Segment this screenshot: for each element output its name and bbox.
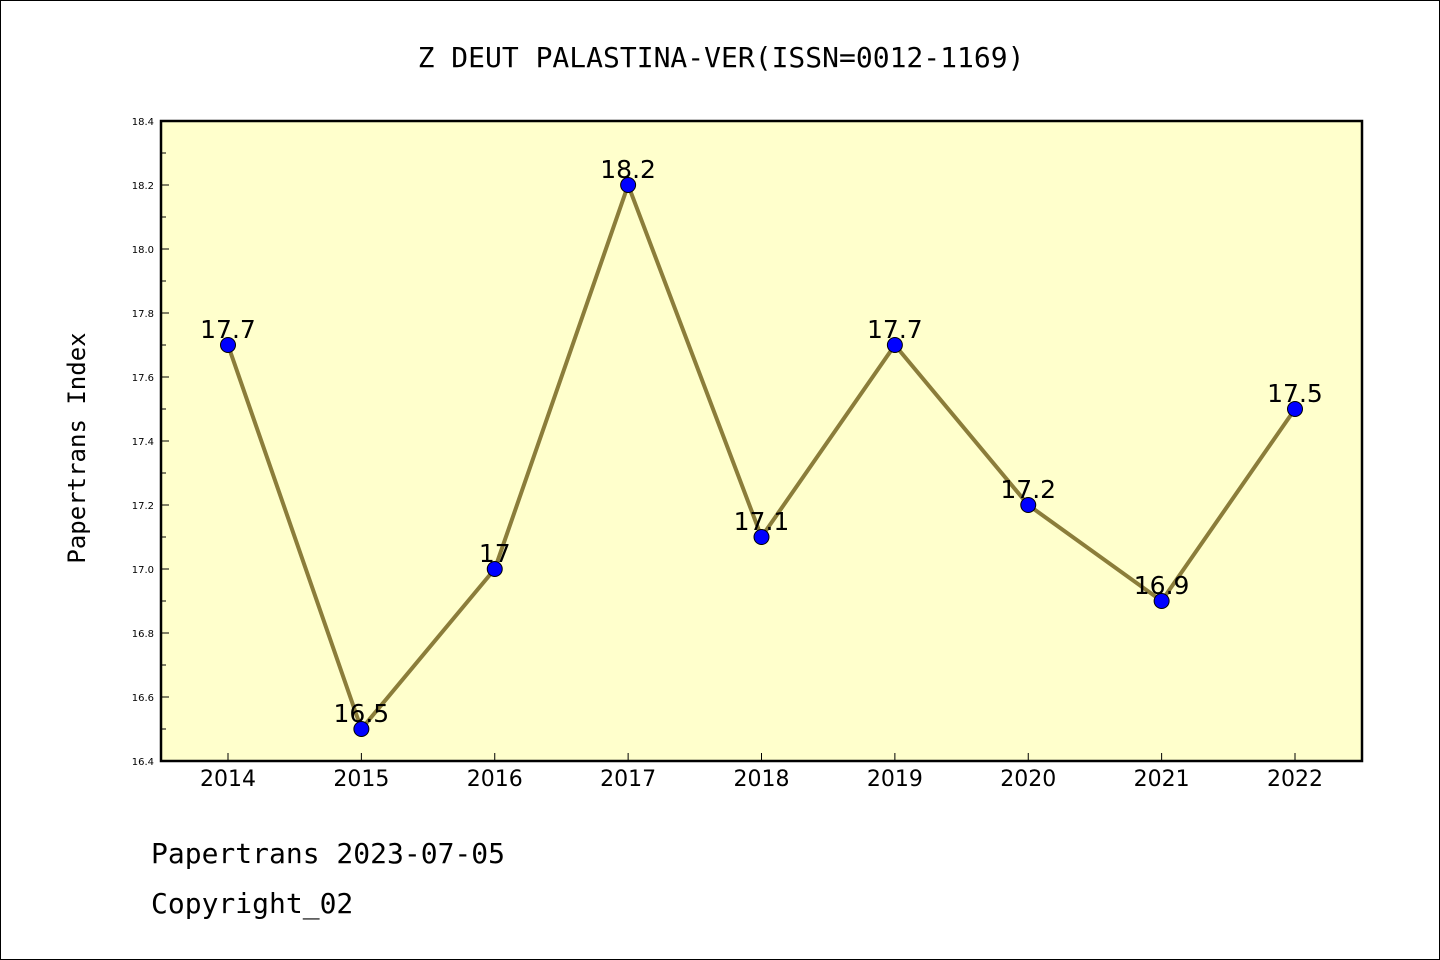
x-tick-label: 2019 xyxy=(867,767,923,792)
y-tick-label: 17.6 xyxy=(132,373,154,384)
y-tick-label: 18.4 xyxy=(132,117,154,128)
y-tick-label: 17.0 xyxy=(132,565,154,576)
data-point xyxy=(220,337,236,353)
chart-title: Z DEUT PALASTINA-VER(ISSN=0012-1169) xyxy=(418,41,1025,74)
data-label: 17.2 xyxy=(1000,475,1056,504)
data-point xyxy=(620,177,637,193)
data-label: 16.5 xyxy=(334,699,390,728)
data-point xyxy=(353,721,370,737)
y-tick-label: 17.4 xyxy=(132,437,154,448)
x-axis-ticks: 2014 2015 2016 2017 2018 2019 2020 2021 2022 xyxy=(200,753,1323,792)
x-tick-label: 2022 xyxy=(1267,767,1323,792)
x-tick-label: 2021 xyxy=(1134,767,1190,792)
data-label: 17 xyxy=(479,539,511,568)
x-tick-label: 2015 xyxy=(333,767,389,792)
series-layer: 17.7 16.5 17 18.2 17.1 17.7 17.2 16.9 17.5 xyxy=(200,155,1323,737)
x-tick-label: 2017 xyxy=(600,767,656,792)
data-label: 18.2 xyxy=(600,155,656,184)
y-axis-ticks: 16.4 16.6 16.8 17.0 17.2 17.4 17.6 17.8 18.0 18.2… xyxy=(132,117,169,768)
footer-date: Papertrans 2023-07-05 xyxy=(151,837,506,870)
data-point xyxy=(1153,593,1170,609)
y-tick-label: 17.2 xyxy=(132,501,154,512)
y-tick-label: 16.4 xyxy=(132,757,154,768)
data-point xyxy=(1020,497,1037,513)
x-tick-label: 2014 xyxy=(200,767,256,792)
x-tick-label: 2016 xyxy=(467,767,523,792)
data-point xyxy=(1287,401,1303,417)
data-point xyxy=(486,561,503,577)
y-tick-label: 16.6 xyxy=(132,693,154,704)
data-label: 17.7 xyxy=(200,315,256,344)
y-tick-label: 18.2 xyxy=(132,181,154,192)
y-tick-label: 17.8 xyxy=(132,309,154,320)
data-label: 17.1 xyxy=(734,507,790,536)
x-tick-label: 2020 xyxy=(1000,767,1056,792)
plot-area xyxy=(159,119,1364,763)
data-point xyxy=(886,337,903,353)
data-label: 17.5 xyxy=(1267,379,1323,408)
y-tick-label: 16.8 xyxy=(132,629,154,640)
footer-copyright: Copyright_02 xyxy=(151,887,354,920)
data-label: 17.7 xyxy=(867,315,923,344)
data-label: 16.9 xyxy=(1134,571,1190,600)
y-tick-label: 18.0 xyxy=(132,245,154,256)
x-tick-label: 2018 xyxy=(734,767,790,792)
y-axis-label: Papertrans Index xyxy=(63,332,91,563)
data-point xyxy=(753,529,770,545)
